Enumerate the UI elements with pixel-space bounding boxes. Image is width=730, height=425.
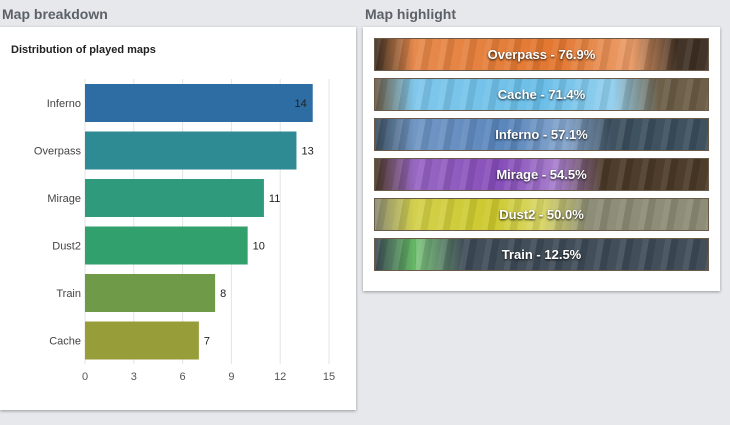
value-label: 13 xyxy=(301,146,313,158)
x-tick-label: 6 xyxy=(180,371,186,383)
map-breakdown-panel: Distribution of played maps 0 3 6 9 12 15 Infe… xyxy=(0,27,356,410)
map-breakdown-title: Map breakdown xyxy=(2,6,108,22)
x-tick-label: 12 xyxy=(274,371,286,383)
category-label: Cache xyxy=(49,336,81,348)
value-label: 7 xyxy=(204,336,210,348)
bar-mirage xyxy=(85,179,264,217)
highlight-label: Cache - 71.4% xyxy=(497,87,586,102)
map-highlight-panel: Overpass - 76.9% Cache - 71.4% Inferno - 5… xyxy=(363,27,720,291)
map-texture xyxy=(375,39,708,70)
category-label: Inferno xyxy=(47,98,81,110)
map-highlight-title: Map highlight xyxy=(365,6,456,22)
category-label: Overpass xyxy=(34,146,82,158)
map-texture xyxy=(375,239,708,270)
value-label: 10 xyxy=(253,241,265,253)
bar-inferno xyxy=(85,84,313,122)
highlight-row: Overpass - 76.9% xyxy=(374,38,709,71)
map-texture xyxy=(375,79,708,110)
highlight-row: Cache - 71.4% xyxy=(374,78,709,111)
bar-dust2 xyxy=(85,226,248,265)
x-tick-label: 3 xyxy=(131,371,137,383)
value-label: 11 xyxy=(269,193,280,205)
category-label: Mirage xyxy=(47,193,81,205)
highlight-label: Inferno - 57.1% xyxy=(495,127,588,142)
played-maps-bar-chart: 0 3 6 9 12 15 Inferno 14 Overpass 13 Mirage 11 Dust2… xyxy=(34,79,335,383)
highlight-row: Dust2 - 50.0% xyxy=(374,198,709,231)
bar-overpass xyxy=(85,131,297,170)
category-label: Train xyxy=(56,288,81,300)
x-tick-label: 0 xyxy=(82,371,88,383)
x-tick-label: 9 xyxy=(228,371,234,383)
highlight-label: Dust2 - 50.0% xyxy=(499,207,584,222)
highlight-label: Mirage - 54.5% xyxy=(496,167,587,182)
highlight-row: Inferno - 57.1% xyxy=(374,118,709,151)
map-texture xyxy=(375,199,708,230)
category-label: Dust2 xyxy=(52,241,81,253)
bar-train xyxy=(85,274,216,312)
highlight-row: Train - 12.5% xyxy=(374,238,709,271)
highlight-label: Overpass - 76.9% xyxy=(487,47,596,62)
map-texture xyxy=(375,159,708,190)
chart-title: Distribution of played maps xyxy=(11,44,156,56)
value-label: 14 xyxy=(294,98,306,110)
value-label: 8 xyxy=(220,288,226,300)
x-tick-label: 15 xyxy=(323,371,335,383)
highlight-label: Train - 12.5% xyxy=(501,247,582,262)
map-texture xyxy=(375,119,708,150)
bar-cache xyxy=(85,321,199,360)
highlight-row: Mirage - 54.5% xyxy=(374,158,709,191)
